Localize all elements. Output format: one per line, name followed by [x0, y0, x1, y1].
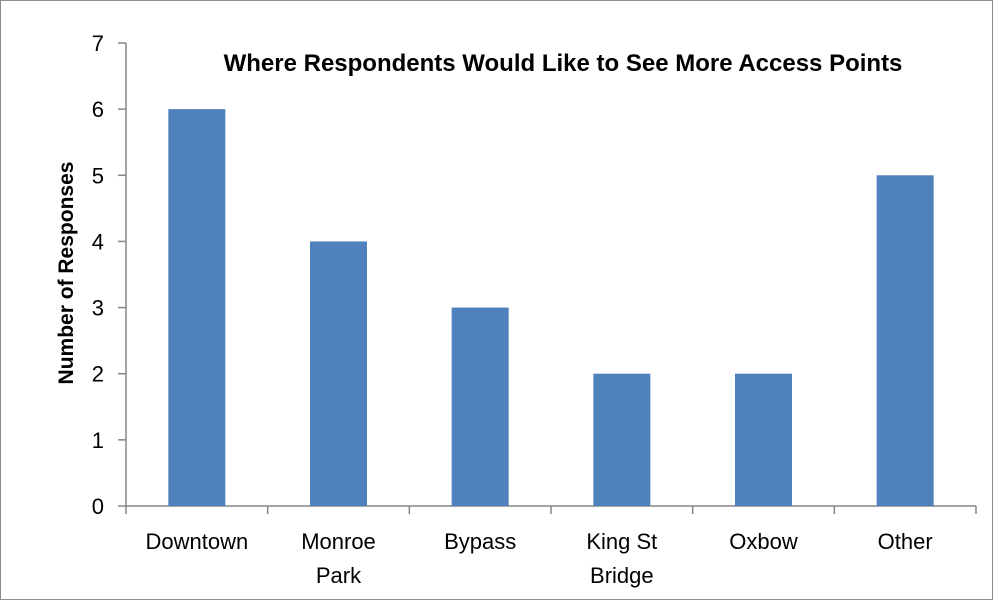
y-tick-label: 0 — [92, 494, 104, 519]
x-category-label: Monroe Park — [301, 529, 376, 588]
chart-title: Where Respondents Would Like to See More… — [224, 50, 903, 77]
x-category-label: Other — [878, 529, 933, 554]
bar — [876, 175, 934, 507]
y-tick-label: 7 — [92, 31, 104, 56]
x-category-label: King St Bridge — [586, 529, 657, 588]
x-category-label: Downtown — [145, 529, 248, 554]
y-axis: 0 1 2 3 4 5 6 7 — [92, 31, 127, 519]
bar — [735, 373, 792, 506]
bar — [168, 109, 226, 507]
x-axis: Downtown Monroe Park Bypass King St Bridge Oxb… — [125, 505, 977, 588]
x-category-label: Bypass — [444, 529, 516, 554]
y-tick-label: 6 — [92, 97, 104, 122]
bar — [310, 241, 367, 506]
y-axis-title: Number of Responses — [55, 162, 78, 385]
bar — [593, 373, 651, 506]
y-tick-label: 3 — [92, 296, 104, 321]
y-tick-label: 4 — [92, 229, 104, 254]
bars — [168, 109, 934, 507]
y-tick-label: 5 — [92, 163, 104, 188]
y-tick-label: 1 — [92, 428, 104, 453]
bar — [451, 307, 509, 506]
y-tick-label: 2 — [92, 362, 104, 387]
x-category-label: Oxbow — [729, 529, 798, 554]
